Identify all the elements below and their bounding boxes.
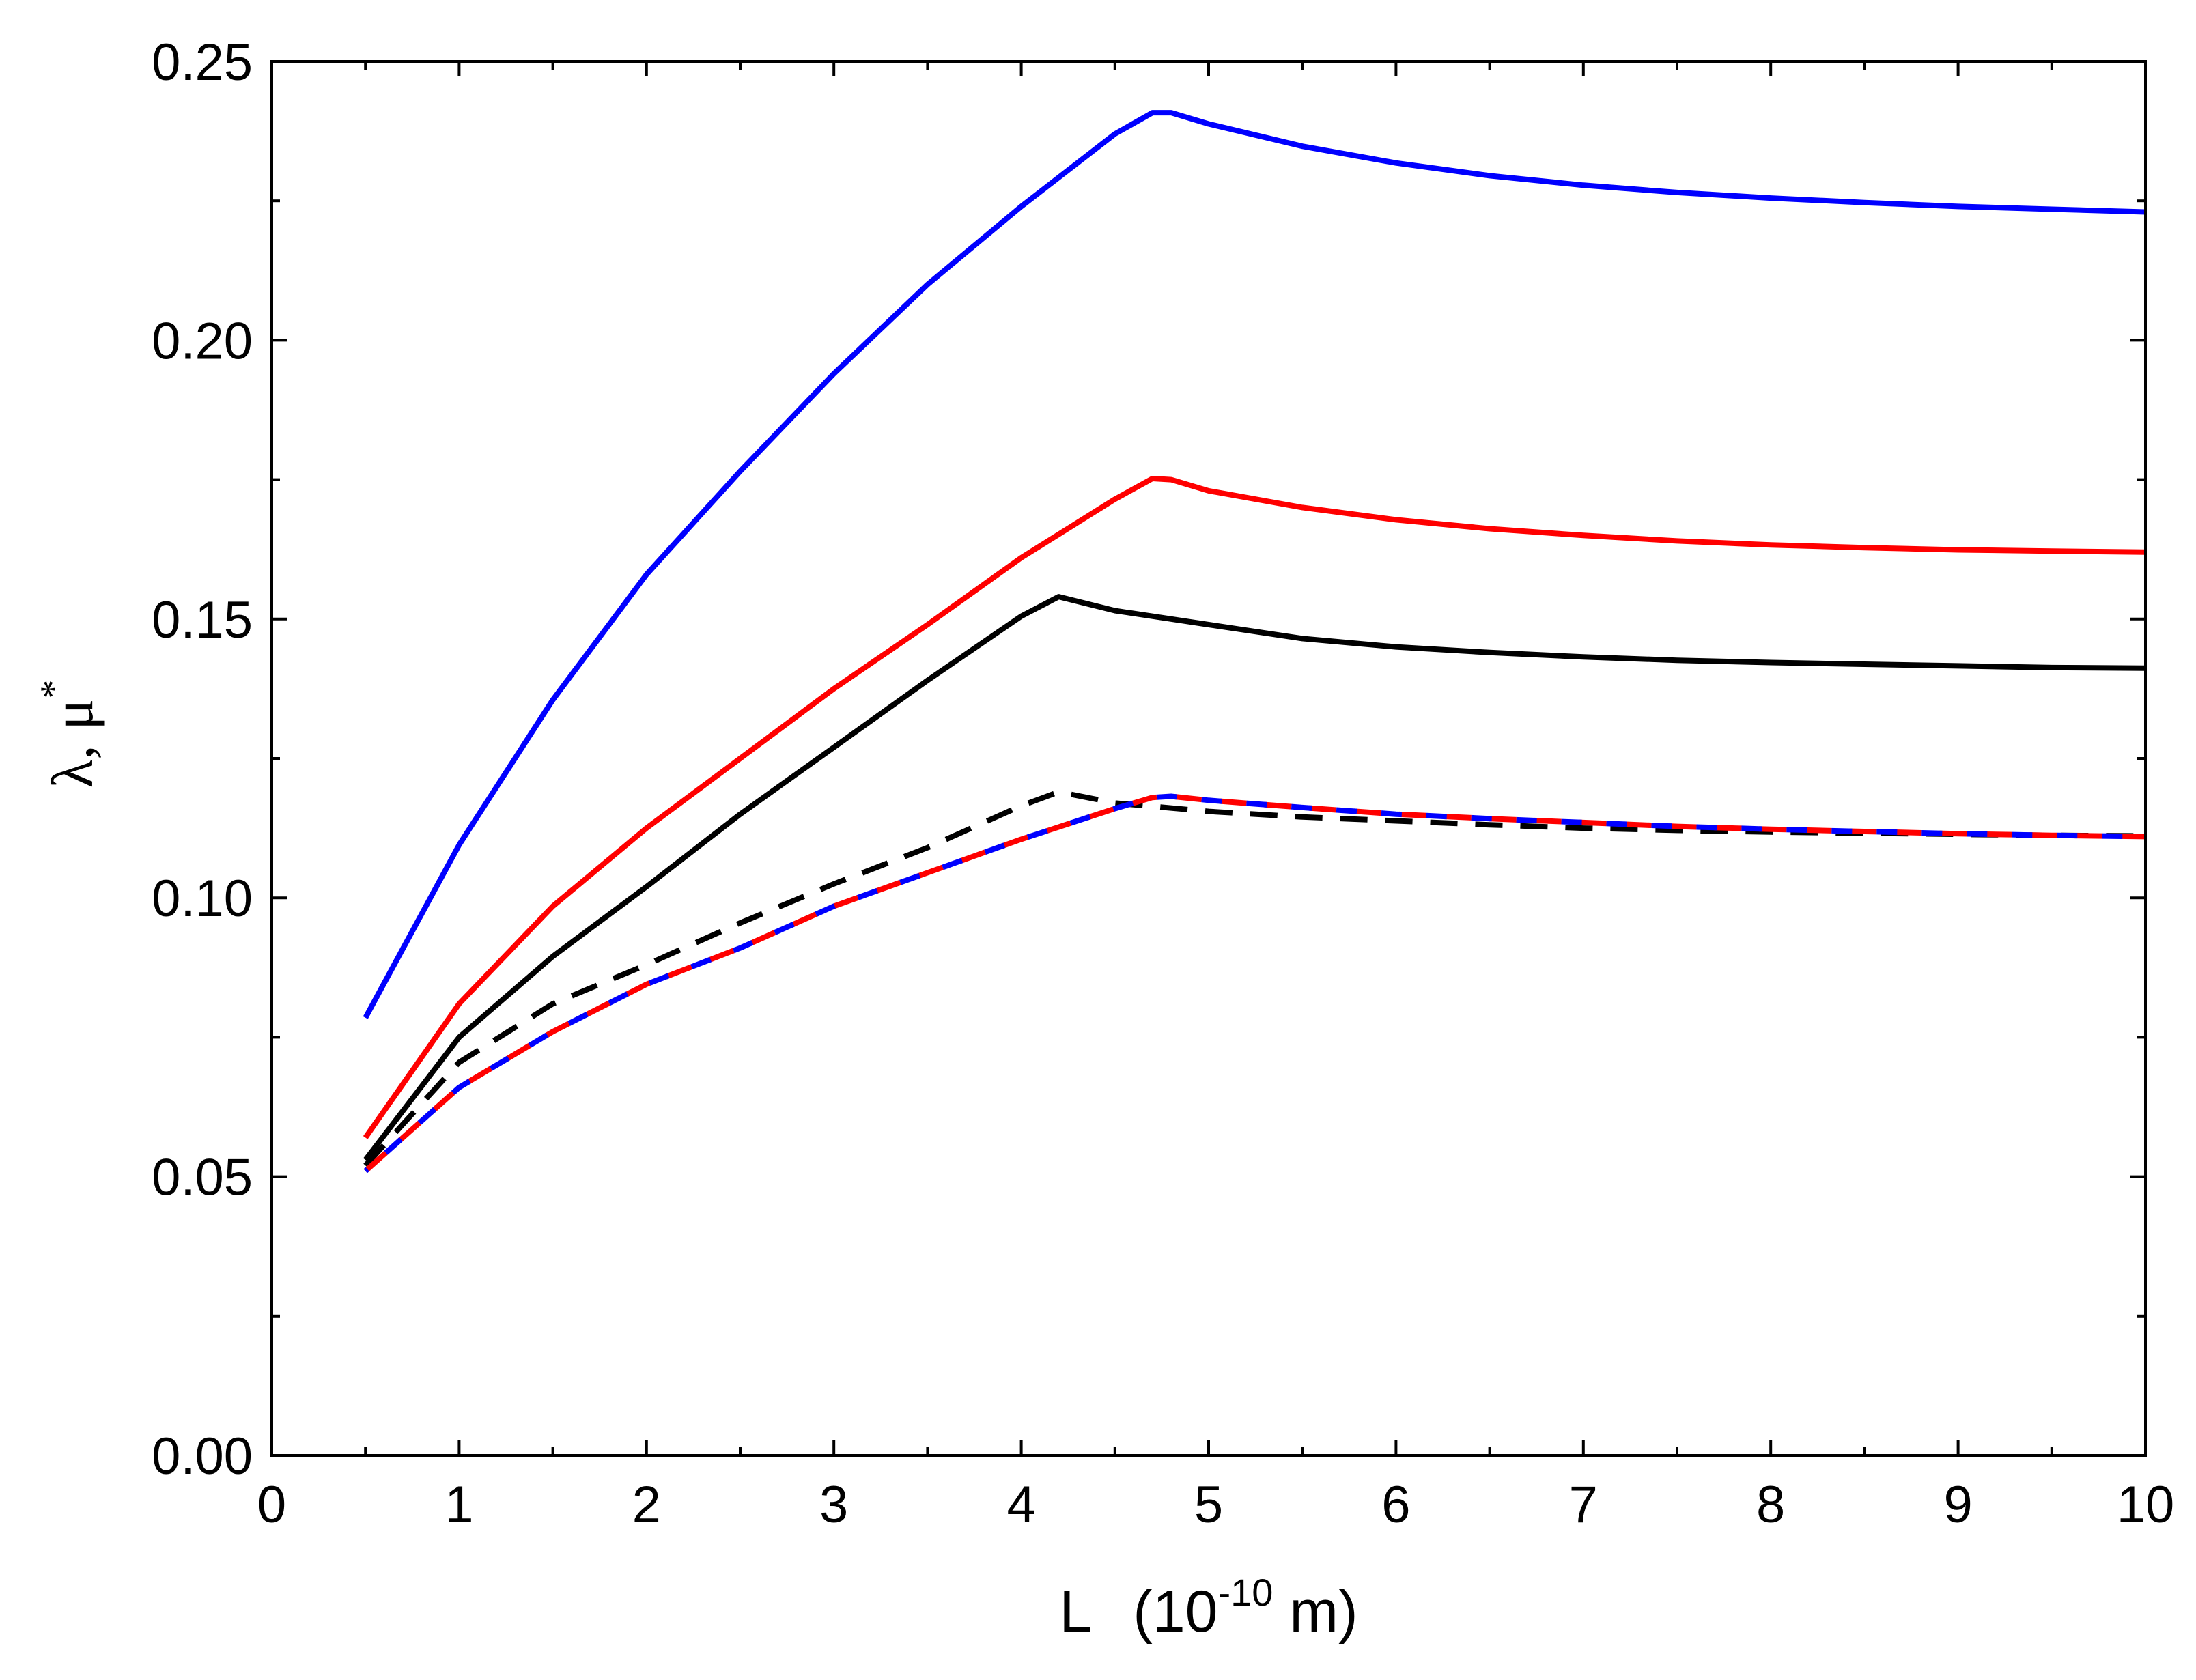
y-tick-label: 0.10	[152, 870, 253, 928]
y-axis-title: λ, μ*	[33, 680, 105, 788]
x-tick-label: 9	[1943, 1476, 1972, 1534]
x-tick-label: 2	[632, 1476, 661, 1534]
x-tick-label: 3	[819, 1476, 848, 1534]
x-axis-title-unit-exp: -10	[1218, 1571, 1273, 1614]
x-tick-label: 4	[1006, 1476, 1035, 1534]
series-lambda-blue	[363, 110, 2146, 1019]
x-axis-title-unit-close: m)	[1273, 1579, 1357, 1645]
series-mu-black	[363, 789, 2146, 1167]
x-axis-title-unit-open: (10	[1133, 1579, 1217, 1645]
plot-frame	[270, 60, 2147, 1457]
series-layer	[363, 110, 2146, 1173]
series-mu-red	[363, 793, 2146, 1173]
series-lambda-red	[363, 476, 2146, 1139]
series-mu-blue	[363, 793, 2146, 1173]
y-axis-title-main: λ, μ	[40, 699, 105, 788]
y-tick-label: 0.15	[152, 591, 253, 649]
labels-layer: 0 1 2 3 4 5 6 7 8 9 10 0.00 0.05 0.10 0.15 0.20 0.25	[152, 33, 2174, 1534]
x-tick-label: 0	[257, 1476, 286, 1534]
y-tick-label: 0.05	[152, 1149, 253, 1207]
y-tick-label: 0.20	[152, 312, 253, 370]
y-tick-label: 0.25	[152, 33, 253, 91]
x-tick-label: 7	[1569, 1476, 1598, 1534]
x-axis-title: L (10-10 m)	[1059, 1571, 1357, 1645]
x-tick-label: 5	[1194, 1476, 1223, 1534]
x-tick-label: 10	[2117, 1476, 2175, 1534]
x-tick-label: 1	[445, 1476, 473, 1534]
x-tick-label: 8	[1756, 1476, 1785, 1534]
x-tick-label: 6	[1381, 1476, 1410, 1534]
x-axis-title-main: L	[1059, 1579, 1092, 1645]
y-tick-label: 0.00	[152, 1427, 253, 1485]
y-axis-title-sup: *	[33, 680, 75, 699]
series-lambda-black	[363, 594, 2146, 1162]
ticks-layer	[270, 60, 2147, 1457]
